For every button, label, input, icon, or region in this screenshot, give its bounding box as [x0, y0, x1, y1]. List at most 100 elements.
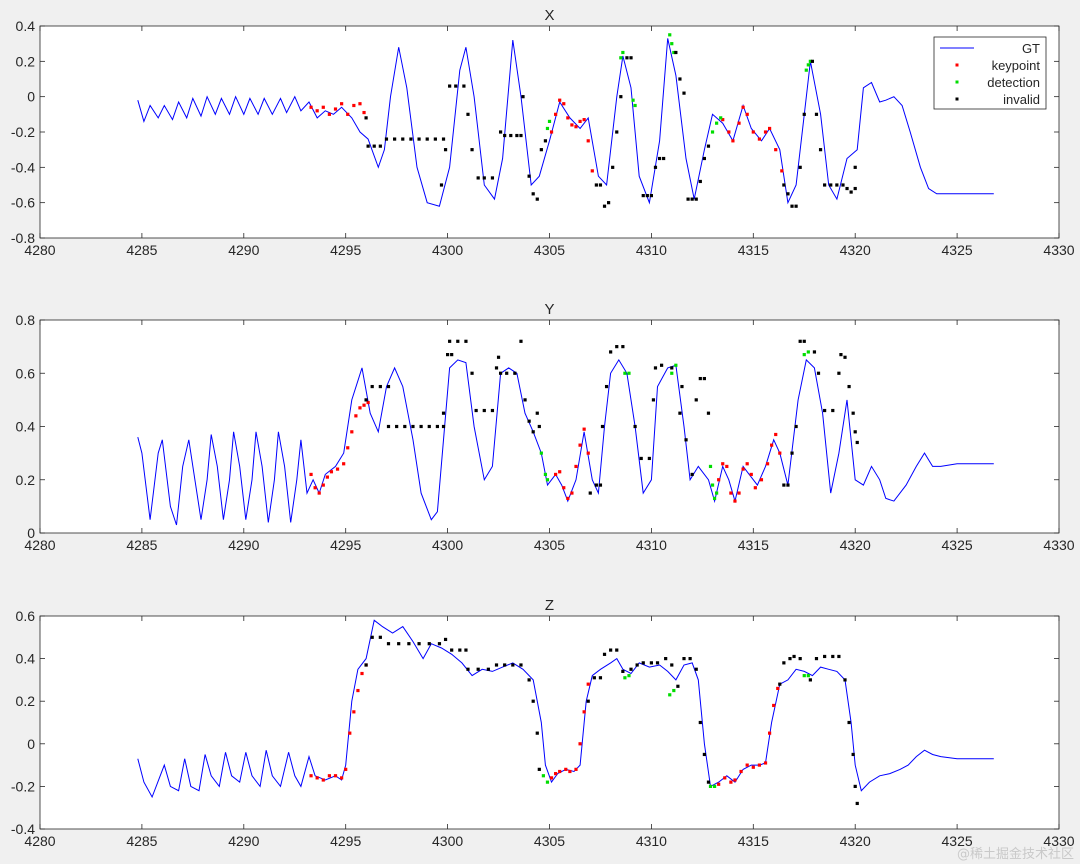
- keypoint-point: [590, 169, 594, 173]
- x-tick-label: 4305: [534, 242, 565, 258]
- legend-label-gt: GT: [1022, 41, 1040, 56]
- keypoint-point: [578, 443, 582, 447]
- invalid-point: [611, 165, 615, 169]
- invalid-point: [498, 130, 503, 134]
- keypoint-point: [582, 710, 586, 714]
- invalid-point: [837, 371, 841, 375]
- keypoint-point: [562, 486, 566, 490]
- invalid-point: [802, 339, 806, 343]
- invalid-point: [676, 684, 680, 688]
- invalid-point: [680, 384, 684, 389]
- detection-point: [674, 363, 678, 367]
- detection-point: [808, 59, 812, 63]
- detection-point: [541, 774, 545, 778]
- invalid-point: [835, 183, 839, 187]
- invalid-point: [594, 183, 598, 187]
- invalid-point: [490, 176, 495, 180]
- keypoint-point: [763, 761, 768, 765]
- detection-point: [627, 674, 631, 678]
- keypoint-point: [745, 462, 749, 466]
- keypoint-point: [768, 731, 772, 735]
- keypoint-point: [558, 470, 562, 474]
- x-tick-label: 4310: [636, 537, 667, 553]
- invalid-point: [615, 345, 619, 349]
- keypoint-point: [570, 123, 574, 127]
- invalid-point: [470, 148, 474, 152]
- x-tick-label: 4295: [330, 242, 361, 258]
- keypoint-point: [586, 451, 590, 455]
- invalid-point: [823, 654, 827, 659]
- keypoint-point: [352, 103, 356, 108]
- invalid-point: [694, 197, 698, 201]
- invalid-point: [527, 678, 531, 682]
- keypoint-point: [765, 462, 770, 466]
- watermark: @稀土掘金技术社区: [956, 847, 1074, 862]
- detection-point: [719, 116, 723, 120]
- invalid-point: [498, 371, 503, 375]
- invalid-point: [598, 676, 603, 680]
- invalid-point: [519, 663, 523, 667]
- y-tick-label: -0.4: [11, 159, 35, 175]
- keypoint-point: [558, 98, 562, 102]
- invalid-point: [535, 731, 539, 735]
- invalid-point: [586, 699, 590, 703]
- invalid-point: [792, 654, 796, 659]
- invalid-point: [527, 174, 531, 178]
- invalid-point: [851, 411, 855, 415]
- detection-point: [631, 98, 635, 102]
- series-invalid: [364, 339, 859, 495]
- invalid-point: [466, 112, 470, 116]
- invalid-point: [386, 384, 391, 389]
- keypoint-point: [549, 776, 554, 780]
- x-tick-label: 4280: [24, 833, 55, 849]
- axes-frame: [39, 25, 1060, 239]
- invalid-point: [843, 355, 847, 359]
- invalid-point: [513, 371, 517, 375]
- invalid-point: [435, 424, 440, 429]
- invalid-point: [678, 411, 682, 415]
- keypoint-point: [768, 126, 772, 131]
- y-tick-label: 0: [27, 736, 35, 752]
- detection-point: [670, 42, 674, 46]
- x-tick-label: 4300: [432, 537, 463, 553]
- data-layer: [137, 33, 994, 208]
- invalid-point: [655, 661, 660, 665]
- keypoint-point: [346, 112, 350, 116]
- y-tick-label: 0.2: [16, 53, 36, 69]
- invalid-point: [694, 398, 698, 402]
- invalid-point: [625, 56, 629, 60]
- legend-box: [933, 36, 1047, 110]
- detection-point: [627, 371, 631, 375]
- keypoint-point: [772, 703, 776, 708]
- keypoint-point: [586, 139, 590, 143]
- legend-swatch-keypoint: [955, 63, 959, 67]
- keypoint-point: [759, 478, 764, 482]
- y-tick-label: -0.2: [11, 778, 35, 794]
- invalid-point: [706, 144, 711, 148]
- invalid-point: [651, 398, 656, 402]
- detection-point: [547, 119, 552, 123]
- keypoint-point: [554, 772, 558, 776]
- invalid-point: [816, 371, 821, 375]
- invalid-point: [537, 767, 541, 771]
- invalid-point: [370, 384, 374, 389]
- invalid-point: [702, 752, 706, 757]
- keypoint-point: [729, 780, 733, 784]
- invalid-point: [609, 648, 613, 652]
- invalid-point: [441, 411, 446, 415]
- invalid-point: [456, 339, 460, 343]
- keypoint-point: [317, 491, 321, 495]
- invalid-point: [782, 661, 786, 665]
- invalid-point: [633, 424, 637, 429]
- legend-label-invalid: invalid: [1003, 92, 1040, 107]
- invalid-point: [464, 648, 468, 652]
- invalid-point: [684, 438, 688, 442]
- invalid-point: [782, 483, 786, 487]
- keypoint-point: [549, 130, 554, 134]
- invalid-point: [831, 654, 835, 659]
- invalid-point: [602, 652, 607, 656]
- invalid-point: [441, 137, 446, 141]
- invalid-point: [853, 784, 857, 788]
- detection-point: [708, 784, 713, 788]
